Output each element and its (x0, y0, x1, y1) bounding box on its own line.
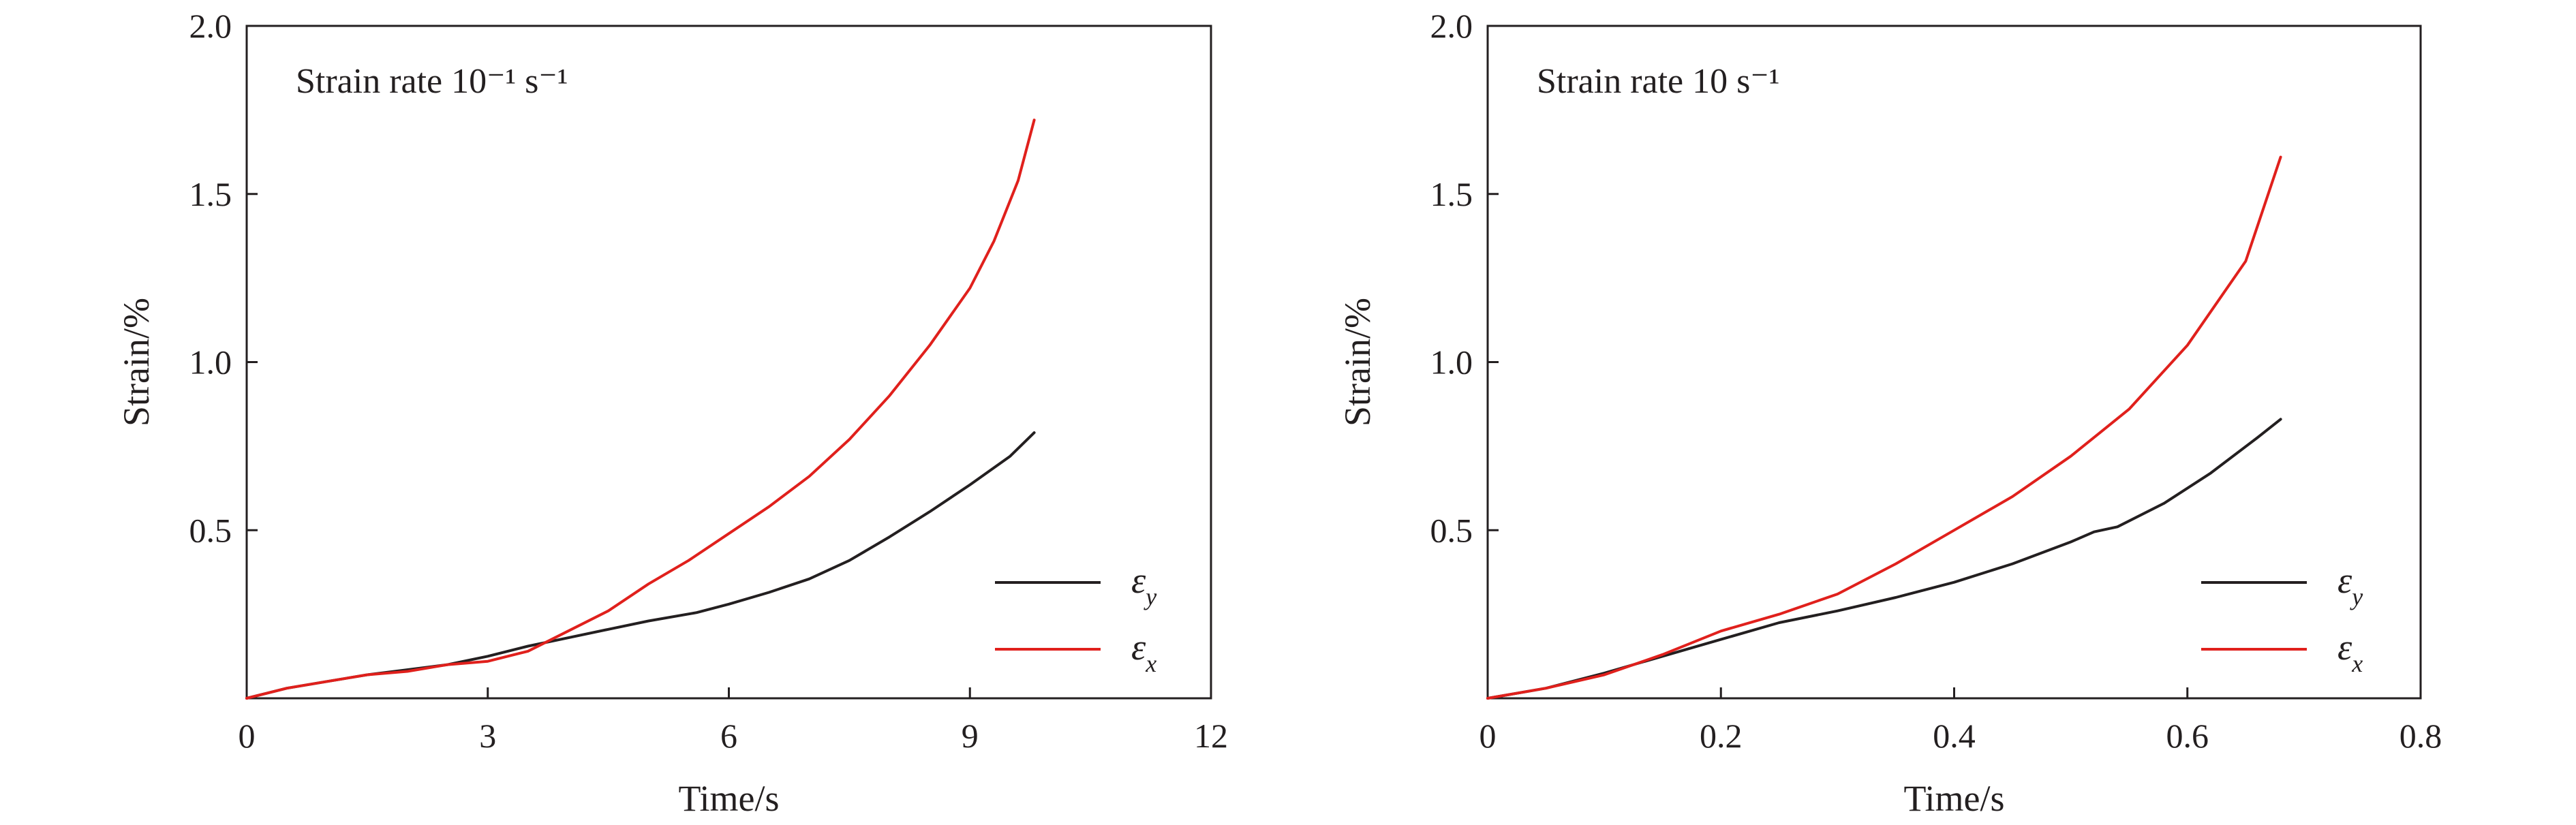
legend-label: εy (2337, 560, 2363, 610)
x-axis-label: Time/s (1903, 778, 2004, 819)
legend-subscript: x (2351, 650, 2363, 677)
x-tick-label: 0.2 (1700, 717, 1743, 755)
series-line-epsilon-y (245, 431, 1036, 700)
x-tick-label: 3 (479, 717, 496, 755)
y-tick-label: 1.5 (189, 175, 232, 213)
legend-subscript: x (1145, 650, 1156, 677)
panel-title: Strain rate 10⁻¹ s⁻¹ (296, 62, 568, 101)
plot-frame (1486, 25, 2422, 700)
y-tick-label: 0.5 (189, 511, 232, 549)
x-tick-label: 9 (962, 717, 979, 755)
panel-title: Strain rate 10 s⁻¹ (1537, 62, 1779, 101)
x-tick-label: 0 (239, 717, 256, 755)
legend-subscript: y (2350, 583, 2363, 610)
chart-panel-left: 0 3 6 9 12 0.5 1.0 1.5 2.0 Time/s Strain/% Strain r… (116, 7, 1228, 819)
chart-panel-right: 0 0.2 0.4 0.6 0.8 0.5 1.0 1.5 2.0 Time/s Strain/% S… (1337, 7, 2442, 819)
y-tick-label: 2.0 (1430, 7, 1473, 45)
y-axis-label: Strain/% (116, 298, 157, 426)
x-tick-label: 0.6 (2166, 717, 2209, 755)
y-axis-label: Strain/% (1337, 298, 1378, 426)
y-tick-label: 1.0 (1430, 343, 1473, 382)
series-line-epsilon-x (1486, 155, 2282, 700)
x-tick-label: 0.4 (1933, 717, 1976, 755)
x-tick-label: 0 (1479, 717, 1497, 755)
x-tick-label: 6 (720, 717, 737, 755)
plot-frame (245, 25, 1212, 700)
y-tick-label: 1.5 (1430, 175, 1473, 213)
y-tick-label: 0.5 (1430, 511, 1473, 549)
legend-subscript: y (1144, 583, 1156, 610)
series-line-epsilon-x (245, 119, 1036, 700)
x-axis-label: Time/s (678, 778, 779, 819)
legend-label: εx (2337, 627, 2363, 677)
series-line-epsilon-y (1486, 418, 2282, 700)
x-tick-label: 12 (1194, 717, 1228, 755)
x-tick-label: 0.8 (2399, 717, 2442, 755)
y-tick-label: 1.0 (189, 343, 232, 382)
legend-label: εy (1131, 560, 1156, 610)
legend-label: εx (1131, 627, 1156, 677)
y-tick-label: 2.0 (189, 7, 232, 45)
